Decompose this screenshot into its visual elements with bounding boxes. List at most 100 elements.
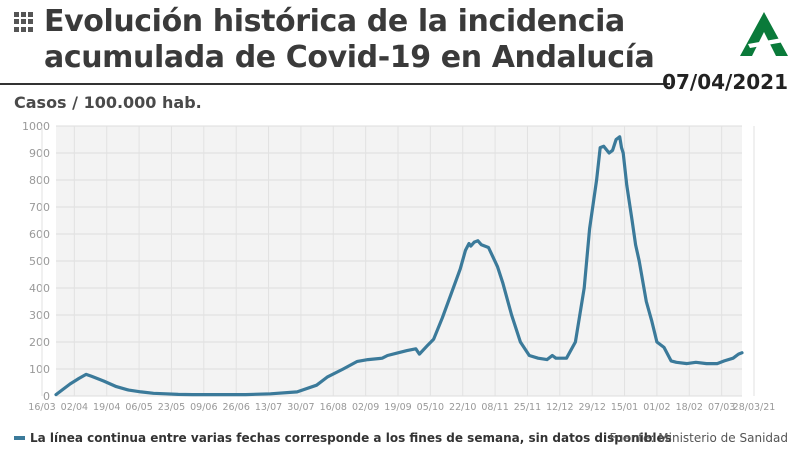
data-point — [216, 393, 219, 396]
data-point — [458, 267, 462, 271]
data-point — [694, 361, 698, 364]
data-point — [583, 286, 586, 290]
x-tick-label: 23/05 — [158, 402, 185, 413]
data-point — [164, 392, 168, 396]
data-point — [244, 393, 247, 396]
data-point — [622, 151, 625, 155]
x-tick-label: 18/02 — [676, 402, 703, 413]
x-tick-label: 16/03 — [28, 402, 55, 413]
grid-menu-icon — [14, 12, 34, 32]
header-divider — [0, 83, 670, 85]
data-point — [380, 357, 384, 360]
data-point — [611, 149, 614, 152]
data-point — [326, 375, 329, 379]
x-tick-label: 26/06 — [222, 402, 249, 413]
data-point — [650, 319, 653, 322]
data-point — [620, 146, 623, 149]
title-line-1: Evolución histórica de la incidencia — [44, 4, 625, 39]
data-point — [662, 346, 666, 349]
x-tick-label: 28/03/21 — [733, 402, 776, 413]
data-point — [510, 313, 513, 317]
report-date: 07/04/2021 — [662, 70, 788, 94]
y-tick-label: 700 — [29, 201, 50, 214]
x-tick-label: 22/10 — [449, 402, 476, 413]
data-point — [715, 362, 719, 365]
y-tick-label: 900 — [29, 147, 50, 160]
data-point — [630, 219, 634, 222]
data-point — [528, 354, 531, 357]
x-tick-label: 02/04 — [61, 402, 88, 413]
footer-note: La línea continua entre varias fechas co… — [30, 431, 672, 445]
data-point — [675, 361, 678, 364]
data-point — [595, 178, 598, 182]
y-tick-label: 300 — [29, 309, 50, 322]
data-point — [418, 352, 421, 356]
y-tick-label: 1000 — [22, 120, 50, 133]
data-point — [669, 359, 673, 363]
data-point — [90, 375, 93, 378]
x-tick-label: 15/01 — [611, 402, 638, 413]
x-tick-label: 01/02 — [643, 402, 670, 413]
data-point — [737, 352, 740, 356]
data-point — [450, 292, 453, 295]
data-point — [723, 359, 726, 363]
data-point — [315, 384, 318, 387]
data-point — [386, 354, 389, 357]
data-point — [476, 239, 480, 242]
x-tick-label: 09/06 — [190, 402, 217, 413]
data-point — [740, 351, 744, 354]
x-tick-label: 06/05 — [125, 402, 152, 413]
y-tick-label: 600 — [29, 228, 50, 241]
x-tick-label: 19/09 — [384, 402, 411, 413]
title-line-2: acumulada de Covid-19 en Andalucía — [44, 40, 655, 75]
data-point — [614, 138, 618, 141]
data-point — [191, 393, 194, 396]
x-tick-label: 02/09 — [352, 402, 379, 413]
x-tick-label: 19/04 — [93, 402, 120, 413]
data-point — [464, 249, 467, 252]
junta-de-andalucia-logo-icon — [740, 12, 788, 56]
data-point — [501, 281, 504, 284]
data-point — [607, 151, 611, 155]
y-tick-label: 800 — [29, 174, 50, 187]
data-point — [467, 242, 471, 245]
data-point — [152, 392, 155, 395]
data-point — [356, 360, 359, 363]
data-point — [177, 393, 180, 396]
data-point — [554, 357, 558, 360]
data-point — [602, 145, 605, 148]
x-tick-label: 05/10 — [417, 402, 444, 413]
data-point — [565, 357, 568, 360]
data-point — [618, 135, 621, 138]
data-point — [634, 243, 637, 246]
data-point — [685, 362, 689, 365]
data-point — [487, 246, 490, 249]
data-point — [588, 227, 591, 230]
source-credit: Fuente: Ministerio de Sanidad — [609, 431, 789, 445]
x-tick-label: 25/11 — [514, 402, 541, 413]
chart-title: Evolución histórica de la incidencia acu… — [44, 4, 655, 76]
data-point — [469, 244, 472, 248]
data-point — [536, 357, 540, 360]
data-point — [473, 240, 476, 244]
data-point — [519, 340, 522, 344]
x-tick-label: 13/07 — [255, 402, 282, 413]
incidence-series-line — [54, 135, 744, 397]
data-point — [77, 377, 81, 380]
logo-stripe — [748, 38, 784, 48]
x-tick-label: 30/07 — [287, 402, 314, 413]
data-point — [427, 343, 430, 346]
data-point — [496, 265, 499, 268]
x-tick-label: 12/12 — [546, 402, 573, 413]
y-axis-label: Casos / 100.000 hab. — [14, 93, 202, 112]
x-tick-label: 16/08 — [320, 402, 347, 413]
x-tick-label: 29/12 — [578, 402, 605, 413]
data-point — [396, 351, 400, 354]
x-tick-label: 07/03 — [708, 402, 735, 413]
legend-line-swatch — [14, 436, 25, 440]
data-point — [637, 259, 641, 263]
data-point — [366, 358, 370, 361]
data-point — [598, 146, 602, 149]
data-point — [574, 340, 577, 344]
